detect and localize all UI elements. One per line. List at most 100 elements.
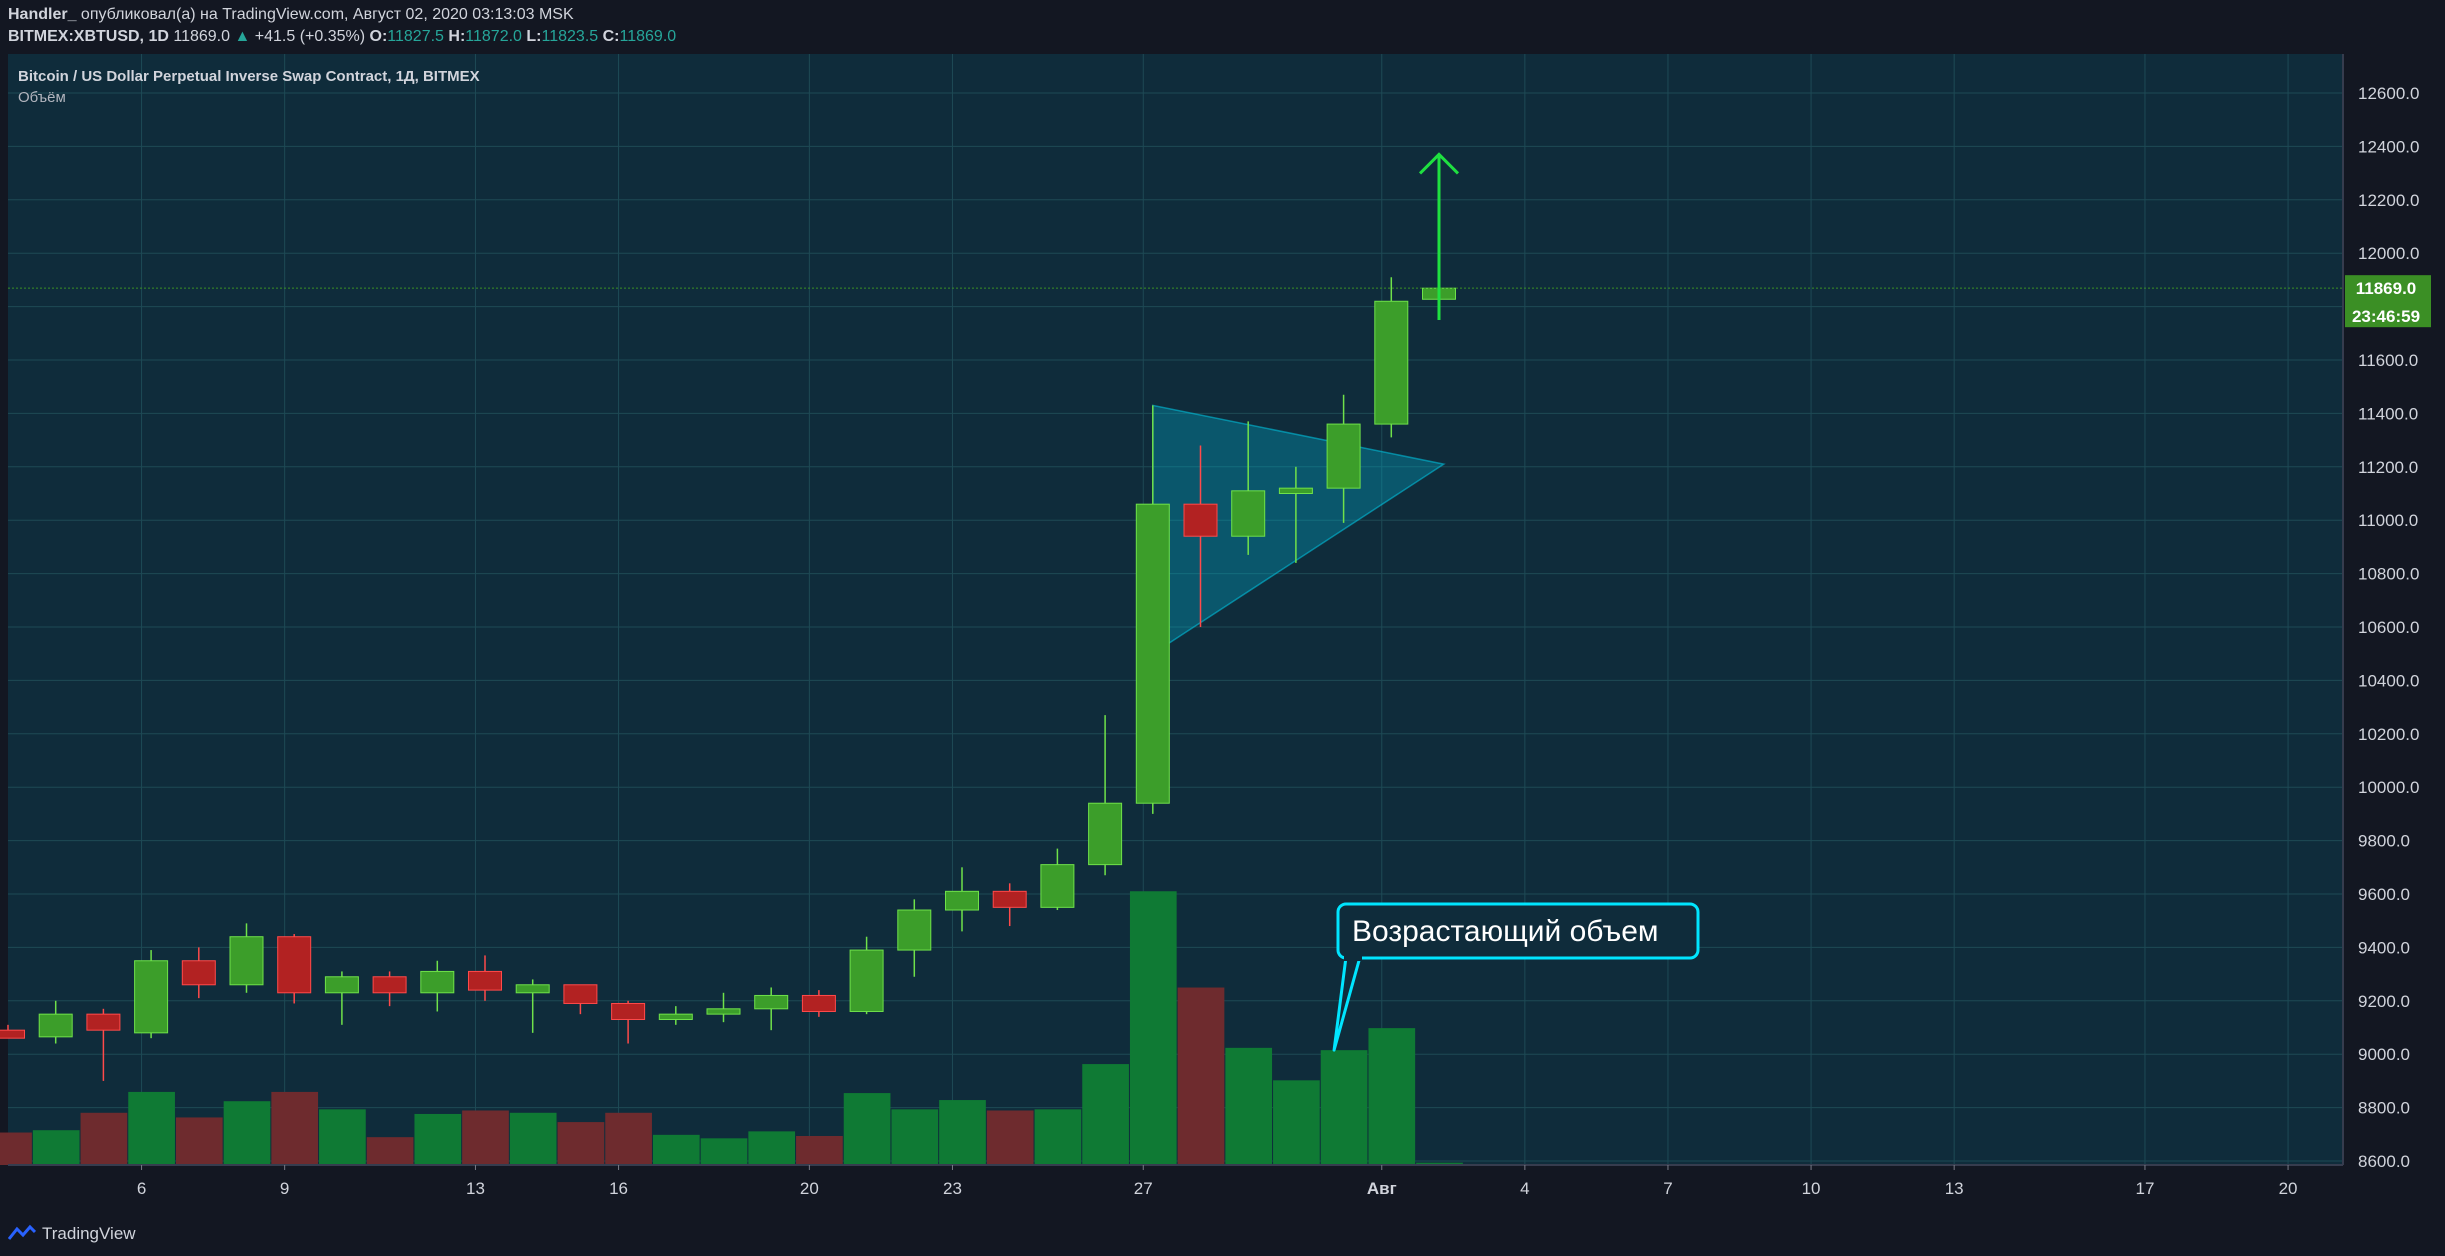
candle-body [563, 984, 598, 1004]
brand-name[interactable]: TradingView [42, 1224, 136, 1243]
time-axis[interactable]: 6 9 13 16 20 23 27 Авг 4 7 10 13 17 20 [0, 1164, 2343, 1212]
open-label: O: [369, 28, 388, 45]
candle-body [658, 1013, 693, 1020]
volume-bar [843, 1093, 891, 1165]
candle-body [372, 976, 407, 994]
published-info: опубликовал(а) на TradingView.com, Авгус… [80, 6, 574, 23]
symbol[interactable]: BITMEX:XBTUSD, 1D [8, 28, 169, 45]
grid [8, 54, 2343, 1165]
time-tick-label: 23 [943, 1179, 962, 1198]
volume-bar [80, 1112, 128, 1165]
volume-bar [509, 1112, 557, 1165]
time-tick-label: 4 [1520, 1179, 1529, 1198]
callout-joint [1344, 954, 1362, 961]
volume-bar [0, 1132, 32, 1165]
price-axis-background [2343, 54, 2445, 1209]
volume-bar [1368, 1028, 1416, 1165]
price-tick-label: 8800.0 [2358, 1099, 2410, 1118]
candle-body [611, 1002, 646, 1020]
volume-bar [1082, 1064, 1129, 1165]
candle-body [1135, 503, 1170, 804]
open-value: 11827.5 [387, 28, 444, 45]
last-price-tag [2345, 275, 2431, 328]
price-tick-label: 10200.0 [2358, 725, 2419, 744]
tradingview-logo-icon[interactable] [8, 1224, 36, 1242]
volume-bar [271, 1091, 319, 1165]
candle-body [181, 960, 216, 986]
price-tick-label: 9000.0 [2358, 1045, 2410, 1064]
high-value: 11872.0 [465, 28, 522, 45]
price-tick-label: 10400.0 [2358, 671, 2419, 690]
volume-bar [796, 1136, 843, 1165]
candle-body [897, 909, 932, 951]
volume-bar [128, 1091, 175, 1165]
arrow-head [1418, 152, 1460, 175]
price-tick-label: 9800.0 [2358, 832, 2410, 851]
price-tick-label: 11400.0 [2358, 404, 2418, 423]
volume-bar [986, 1110, 1034, 1165]
close-value: 11869.0 [619, 28, 677, 45]
time-tick-label: 20 [2279, 1179, 2298, 1198]
price-tick-label: 9600.0 [2358, 885, 2410, 904]
time-tick-label: 16 [609, 1179, 628, 1198]
price-tick-label: 12400.0 [2358, 137, 2419, 156]
price-tick-label: 12600.0 [2358, 84, 2419, 103]
volume-bar [1416, 1162, 1463, 1165]
time-tick-label: 17 [2135, 1179, 2154, 1198]
footer: TradingView [0, 1212, 2445, 1256]
time-tick-label: 7 [1663, 1179, 1672, 1198]
candle-body [1183, 503, 1218, 537]
time-axis-background [0, 1165, 2343, 1212]
price-tick-label: 11000.0 [2358, 511, 2418, 530]
volume-bar [414, 1113, 462, 1165]
candle-body [420, 970, 455, 994]
candle-body [1374, 300, 1409, 425]
callout-text: Возрастающий объем [1352, 915, 1659, 948]
time-tick-label: 13 [466, 1179, 485, 1198]
candle-body [801, 994, 836, 1012]
time-tick-label: 10 [1802, 1179, 1821, 1198]
candles [0, 277, 1456, 1081]
time-tick-label: 6 [137, 1179, 146, 1198]
candle-body [1040, 864, 1075, 908]
high-label: H: [448, 28, 466, 45]
volume-bar [175, 1117, 223, 1165]
candle-body [0, 1029, 25, 1039]
candle-body [86, 1013, 121, 1031]
candle-body [1326, 423, 1361, 489]
volume-bar [1034, 1109, 1082, 1165]
price-chart[interactable]: Возрастающий объем 12600.0 12400.0 12200.0… [0, 0, 2445, 1212]
candle-body [992, 890, 1027, 908]
volume-bar [939, 1100, 986, 1165]
volume-bar [223, 1101, 271, 1165]
volume-bar [605, 1112, 652, 1165]
chart-header: Handler_ опубликовал(а) на TradingView.c… [0, 0, 2445, 54]
time-tick-label: 27 [1134, 1179, 1153, 1198]
candle-body [1088, 802, 1123, 866]
volume-bar [652, 1134, 700, 1165]
legend: Bitcoin / US Dollar Perpetual Inverse Sw… [18, 68, 480, 106]
candle-body [1231, 490, 1266, 537]
countdown-label: 23:46:59 [2352, 307, 2420, 326]
volume-bar [557, 1122, 605, 1165]
target-arrow[interactable] [1418, 152, 1460, 320]
low-value: 11823.5 [541, 28, 599, 45]
volume-callout[interactable]: Возрастающий объем [1332, 902, 1700, 1052]
author[interactable]: Handler_ [8, 6, 77, 23]
time-tick-label: 9 [280, 1179, 289, 1198]
price-tick-label: 10600.0 [2358, 618, 2419, 637]
close-label: C: [602, 28, 620, 45]
last-price-label: 11869.0 [2356, 279, 2417, 298]
price-tick-label: 9400.0 [2358, 938, 2410, 957]
volume-bar [700, 1138, 748, 1165]
price-tick-label: 9200.0 [2358, 992, 2410, 1011]
price-axis[interactable]: 12600.012400.012200.012000.011800.011600… [2342, 54, 2445, 1209]
volume-bar [462, 1110, 509, 1165]
candle-body [277, 936, 312, 994]
candle-body [706, 1008, 741, 1015]
price-tick-label: 8600.0 [2358, 1152, 2410, 1171]
up-triangle-icon: ▲ [234, 28, 251, 45]
price-tick-label: 11200.0 [2358, 458, 2418, 477]
last-price: 11869.0 [173, 28, 231, 45]
candle-body [515, 984, 550, 994]
